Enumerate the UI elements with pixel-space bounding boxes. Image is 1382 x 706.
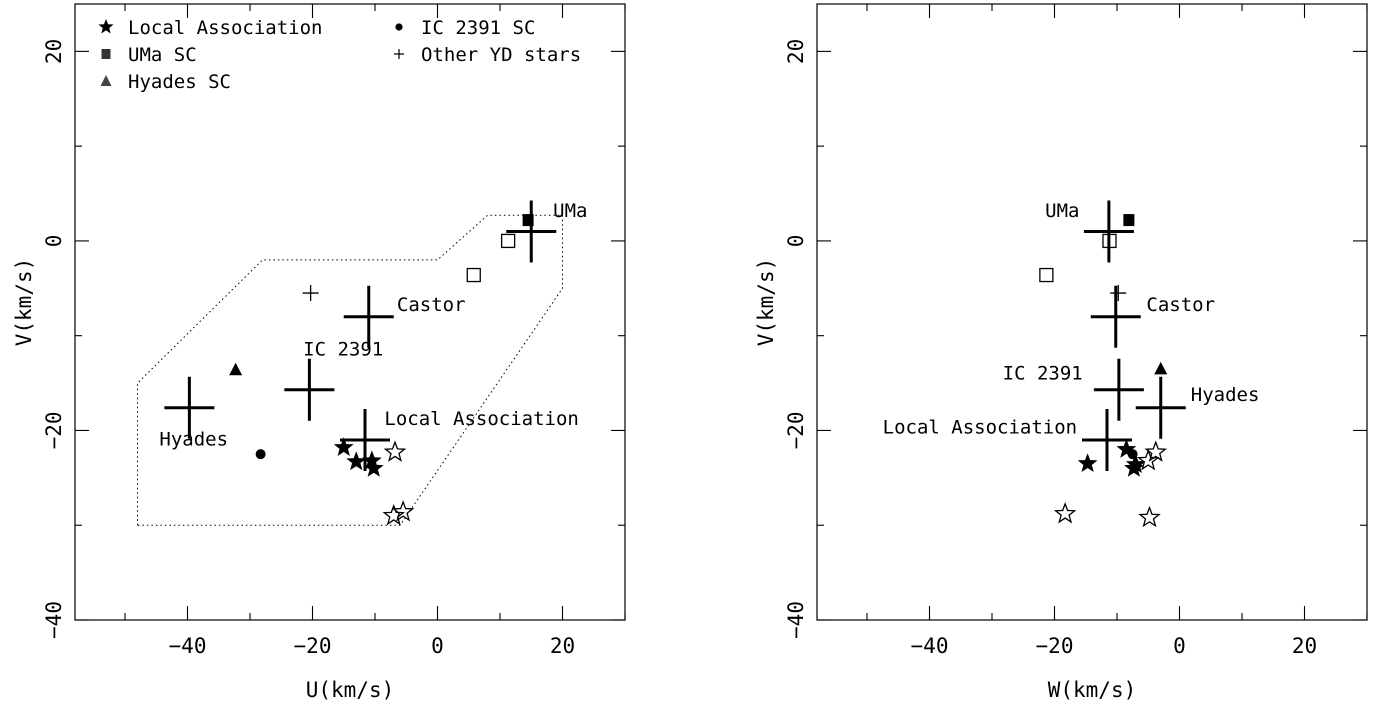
group-center-cross: [1090, 285, 1141, 348]
legend-triangle-filled-icon: [100, 75, 112, 86]
group-center-cross: [1135, 376, 1186, 439]
group-label: Hyades: [1191, 384, 1260, 406]
triangle-filled-point: [229, 362, 243, 376]
y-tick-label: 0: [42, 235, 66, 248]
group-center-cross: [1083, 200, 1134, 263]
star-filled-point: [363, 457, 384, 477]
star-filled-point: [1123, 457, 1144, 477]
group-label: Hyades: [159, 429, 228, 451]
group-center-cross: [1082, 408, 1132, 471]
y-tick-label: −20: [784, 411, 808, 449]
legend-entry-label: Hyades SC: [128, 71, 231, 93]
x-tick-label: 0: [431, 634, 444, 658]
x-tick-label: −40: [169, 634, 207, 658]
group-label: IC 2391: [303, 339, 383, 361]
panel-wv: −40 −20 0 20 −40 −20 0 20 W(km/s) V(km/s) UMa Casto…: [754, 3, 1368, 702]
star-filled-point: [1077, 453, 1098, 473]
star-open-point: [1144, 440, 1168, 462]
y-tick-label: 20: [42, 39, 66, 64]
group-label: Castor: [1146, 294, 1215, 316]
young-disk-region: [137, 214, 563, 526]
star-open-point: [391, 500, 415, 522]
plot-frame: [74, 3, 626, 621]
y-tick-label: −40: [784, 601, 808, 639]
square-filled-point: [522, 214, 534, 227]
star-filled-point: [333, 437, 354, 456]
y-tick-label: 20: [784, 39, 808, 64]
legend: Local Association UMa SC Hyades SC IC 2391 …: [98, 17, 581, 93]
star-open-point: [1136, 448, 1160, 471]
plot-frame: [816, 3, 1368, 621]
y-tick-label: −40: [42, 601, 66, 639]
group-label: Local Association: [883, 416, 1077, 438]
y-tick-label: −20: [42, 411, 66, 449]
x-tick-label: −20: [294, 634, 332, 658]
circle-filled-point: [255, 449, 266, 460]
group-center-cross: [506, 200, 557, 263]
group-center-cross: [164, 376, 215, 439]
group-label: UMa: [1045, 200, 1079, 222]
plus-small-point: [1110, 285, 1127, 302]
group-center-cross: [284, 358, 335, 421]
star-open-point: [1138, 505, 1161, 528]
group-label: Local Association: [384, 408, 578, 430]
star-open-point: [382, 503, 406, 526]
triangle-filled-point: [1154, 361, 1168, 375]
x-axis-title: W(km/s): [1048, 678, 1137, 702]
square-open-point: [466, 267, 481, 283]
circle-filled-point: [1127, 449, 1138, 460]
legend-entry-label: Other YD stars: [421, 44, 581, 66]
x-tick-label: 20: [1292, 634, 1317, 658]
square-open-point: [500, 233, 516, 249]
legend-star-filled-icon: [98, 19, 114, 34]
star-filled-point: [1116, 439, 1137, 458]
legend-entry-label: UMa SC: [128, 44, 197, 66]
legend-plus-small-icon: [394, 49, 404, 59]
group-center-cross: [1093, 358, 1144, 421]
group-label: UMa: [553, 200, 587, 222]
group-label: Castor: [397, 294, 466, 316]
x-axis-title: U(km/s): [306, 678, 395, 702]
star-open-point: [1053, 502, 1077, 524]
x-tick-label: 0: [1173, 634, 1186, 658]
panel-uv: −40 −20 0 20 −40 −20 0 20 U(km/s) V(km/s) UMa Casto…: [12, 3, 626, 702]
legend-square-filled-icon: [101, 49, 111, 59]
star-filled-point: [346, 451, 367, 471]
group-center-cross: [343, 285, 394, 348]
legend-circle-filled-icon: [395, 23, 403, 31]
x-tick-label: 20: [550, 634, 575, 658]
group-label: IC 2391: [1003, 362, 1083, 384]
square-open-point: [1039, 267, 1054, 283]
legend-entry-label: IC 2391 SC: [421, 17, 535, 39]
square-open-point: [1102, 233, 1117, 249]
legend-entry-label: Local Association: [128, 17, 322, 39]
group-center-cross: [340, 408, 390, 471]
y-tick-label: 0: [784, 235, 808, 248]
x-tick-label: −40: [911, 634, 949, 658]
plus-small-point: [302, 285, 319, 302]
y-axis-title: V(km/s): [754, 258, 778, 347]
square-filled-point: [1123, 214, 1135, 227]
y-axis-title: V(km/s): [12, 258, 36, 347]
star-open-point: [383, 440, 407, 462]
x-tick-label: −20: [1036, 634, 1074, 658]
